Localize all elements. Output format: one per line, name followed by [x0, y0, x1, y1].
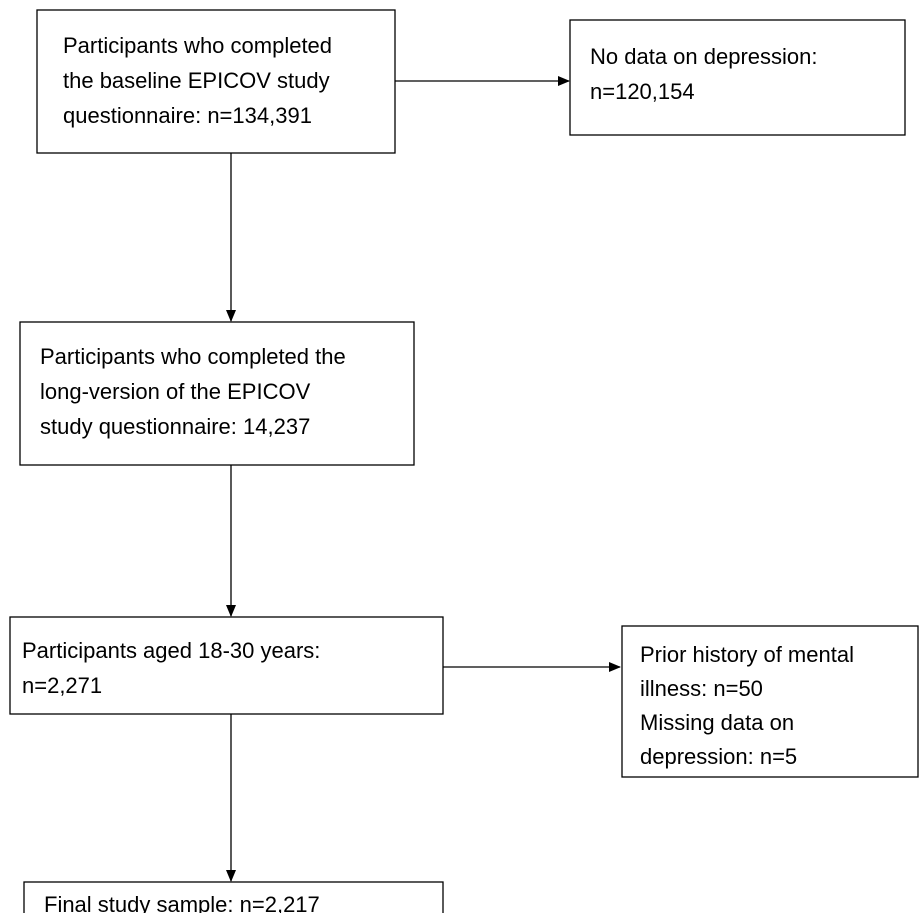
- box: [621, 625, 919, 778]
- box-text: depression: n=5: [640, 744, 797, 769]
- box-text: long-version of the EPICOV: [40, 379, 311, 404]
- box: [36, 9, 396, 154]
- box: [23, 881, 444, 913]
- box-text: n=2,271: [22, 673, 102, 698]
- box-text: n=120,154: [590, 79, 695, 104]
- box-text: No data on depression:: [590, 44, 818, 69]
- box: [19, 321, 415, 466]
- box: [9, 616, 444, 715]
- box-text: Participants aged 18-30 years:: [22, 638, 320, 663]
- box-text: the baseline EPICOV study: [63, 68, 330, 93]
- box-text: Participants who completed: [63, 33, 332, 58]
- box-text: Participants who completed the: [40, 344, 346, 369]
- box-text: Final study sample: n=2,217: [44, 892, 320, 913]
- box-text: questionnaire: n=134,391: [63, 103, 312, 128]
- box-text: Prior history of mental: [640, 642, 854, 667]
- box-text: Missing data on: [640, 710, 794, 735]
- box-text: illness: n=50: [640, 676, 763, 701]
- box-text: study questionnaire: 14,237: [40, 414, 310, 439]
- box: [569, 19, 906, 136]
